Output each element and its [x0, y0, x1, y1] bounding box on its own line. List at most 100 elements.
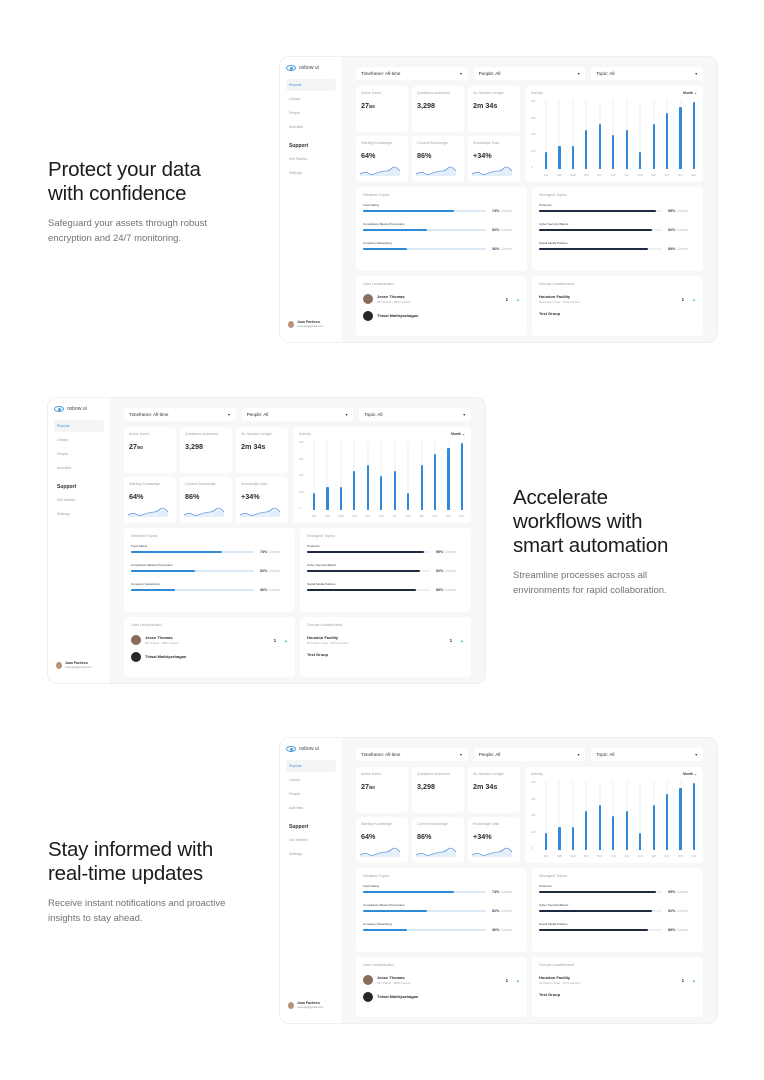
topic-row[interactable]: Company Networking 36% Correct — [131, 582, 288, 592]
activity-bar[interactable] — [407, 492, 410, 510]
topic-row[interactable]: Protocols 95% Correct — [307, 544, 464, 554]
activity-bar[interactable] — [679, 107, 682, 169]
topic-row[interactable]: Protocols 95% Correct — [539, 884, 696, 894]
leaderboard-entry[interactable]: Houston Facility 52 Points / User - 97% C… — [307, 635, 464, 645]
leaderboard-entry[interactable]: Test Group — [539, 992, 696, 998]
sidebar-item-settings[interactable]: Settings — [289, 852, 302, 856]
topic-row[interactable]: Compliance Basics Procedures 52% Correct — [363, 903, 520, 913]
activity-bar[interactable] — [571, 146, 574, 169]
activity-bar[interactable] — [585, 129, 588, 169]
topic-row[interactable]: Social Media Policies 89% Correct — [539, 922, 696, 932]
sidebar-item-library[interactable]: Library — [289, 97, 300, 101]
leaderboard-entry[interactable]: Thisal Mathiyazhagan — [363, 992, 520, 1002]
topic-row[interactable]: Compliance Basics Procedures 52% Correct — [363, 222, 520, 232]
people-select[interactable]: People: All ▼ — [473, 748, 586, 761]
activity-bar[interactable] — [420, 464, 423, 510]
user-profile[interactable]: Juan Pacheco example@gmail.com — [56, 661, 91, 669]
activity-bar[interactable] — [326, 487, 329, 510]
topic-select[interactable]: Topic: All ▼ — [591, 748, 704, 761]
range-dropdown[interactable]: Month ⌄ — [683, 772, 697, 776]
activity-bar[interactable] — [665, 794, 669, 850]
people-select[interactable]: People: All ▼ — [473, 67, 586, 80]
topic-row[interactable]: Food Safety 74% Correct — [363, 884, 520, 894]
topic-row[interactable]: Company Networking 36% Correct — [363, 241, 520, 251]
activity-bar[interactable] — [652, 123, 655, 169]
leaderboard-entry[interactable]: Houston Facility 52 Points / User - 97% C… — [539, 294, 696, 304]
topic-row[interactable]: Cyber Security Basics 92% Correct — [539, 222, 696, 232]
leaderboard-entry[interactable]: Jesse Thomas 637 Points - 98% Correct 1 ▲ — [131, 635, 288, 645]
leaderboard-entry[interactable]: Thisal Mathiyazhagan — [131, 652, 288, 662]
logo[interactable]: oxbow ui — [286, 65, 336, 71]
timeframe-select[interactable]: Timeframe: All-time ▼ — [356, 67, 468, 80]
user-profile[interactable]: Juan Pacheco example@gmail.com — [288, 320, 323, 328]
range-dropdown[interactable]: Month ⌄ — [683, 91, 697, 95]
activity-bar[interactable] — [393, 470, 396, 510]
sidebar-item-reports[interactable]: Reports — [286, 79, 336, 91]
sidebar-item-library[interactable]: Library — [57, 438, 68, 442]
activity-bar[interactable] — [598, 123, 601, 169]
activity-bar[interactable] — [433, 454, 437, 510]
topic-row[interactable]: Protocols 95% Correct — [539, 203, 696, 213]
topic-row[interactable]: Food Safety 74% Correct — [363, 203, 520, 213]
activity-bar[interactable] — [353, 470, 356, 510]
timeframe-select[interactable]: Timeframe: All-time ▼ — [124, 408, 236, 421]
leaderboard-entry[interactable]: Jesse Thomas 637 Points - 98% Correct 1 ▲ — [363, 294, 520, 304]
topic-select[interactable]: Topic: All ▼ — [359, 408, 472, 421]
activity-bar[interactable] — [312, 492, 316, 510]
sidebar-item-get-started[interactable]: Get Started — [289, 157, 308, 161]
topic-row[interactable]: Cyber Security Basics 92% Correct — [307, 563, 464, 573]
leaderboard-entry[interactable]: Jesse Thomas 637 Points - 98% Correct 1 ▲ — [363, 975, 520, 985]
activity-bar[interactable] — [585, 810, 588, 850]
sidebar-item-get-started[interactable]: Get Started — [57, 498, 76, 502]
range-dropdown[interactable]: Month ⌄ — [451, 432, 465, 436]
leaderboard-entry[interactable]: Test Group — [539, 311, 696, 317]
activity-bar[interactable] — [612, 816, 615, 850]
timeframe-select[interactable]: Timeframe: All-time ▼ — [356, 748, 468, 761]
topic-row[interactable]: Food Safety 74% Correct — [131, 544, 288, 554]
activity-bar[interactable] — [652, 804, 655, 850]
topic-row[interactable]: Company Networking 36% Correct — [363, 922, 520, 932]
activity-bar[interactable] — [679, 788, 682, 850]
sidebar-item-library[interactable]: Library — [289, 778, 300, 782]
activity-bar[interactable] — [339, 487, 342, 510]
topic-row[interactable]: Cyber Security Basics 92% Correct — [539, 903, 696, 913]
sidebar-item-activities[interactable]: Activities — [289, 806, 304, 810]
activity-bar[interactable] — [612, 135, 615, 169]
activity-bar[interactable] — [544, 151, 548, 169]
activity-bar[interactable] — [558, 146, 561, 169]
activity-bar[interactable] — [625, 810, 628, 850]
sidebar-item-reports[interactable]: Reports — [286, 760, 336, 772]
sidebar-item-activities[interactable]: Activities — [289, 125, 304, 129]
topic-row[interactable]: Social Media Policies 89% Correct — [539, 241, 696, 251]
sidebar-item-people[interactable]: People — [289, 111, 301, 115]
logo[interactable]: oxbow ui — [54, 406, 104, 412]
sidebar-item-activities[interactable]: Activities — [57, 466, 72, 470]
activity-bar[interactable] — [692, 101, 696, 169]
sidebar-item-people[interactable]: People — [289, 792, 301, 796]
leaderboard-entry[interactable]: Thisal Mathiyazhagan — [363, 311, 520, 321]
user-profile[interactable]: Juan Pacheco example@gmail.com — [288, 1001, 323, 1009]
activity-bar[interactable] — [544, 832, 548, 850]
activity-bar[interactable] — [665, 113, 669, 169]
activity-bar[interactable] — [447, 448, 450, 510]
activity-bar[interactable] — [598, 804, 601, 850]
people-select[interactable]: People: All ▼ — [241, 408, 354, 421]
sidebar-item-get-started[interactable]: Get Started — [289, 838, 308, 842]
activity-bar[interactable] — [639, 151, 642, 169]
activity-bar[interactable] — [366, 464, 369, 510]
leaderboard-entry[interactable]: Test Group — [307, 652, 464, 658]
sidebar-item-people[interactable]: People — [57, 452, 69, 456]
topic-row[interactable]: Compliance Basics Procedures 52% Correct — [131, 563, 288, 573]
activity-bar[interactable] — [692, 782, 696, 850]
activity-bar[interactable] — [571, 827, 574, 850]
sidebar-item-settings[interactable]: Settings — [289, 171, 302, 175]
activity-bar[interactable] — [558, 827, 561, 850]
sidebar-item-settings[interactable]: Settings — [57, 512, 70, 516]
activity-bar[interactable] — [380, 476, 383, 510]
topic-row[interactable]: Social Media Policies 89% Correct — [307, 582, 464, 592]
activity-bar[interactable] — [625, 129, 628, 169]
topic-select[interactable]: Topic: All ▼ — [591, 67, 704, 80]
leaderboard-entry[interactable]: Houston Facility 52 Points / User - 97% C… — [539, 975, 696, 985]
activity-bar[interactable] — [639, 832, 642, 850]
activity-bar[interactable] — [460, 442, 464, 510]
